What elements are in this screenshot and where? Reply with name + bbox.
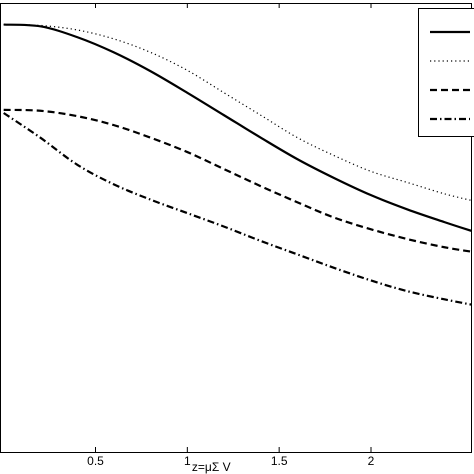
legend-box [418, 8, 474, 137]
x-axis-label: z=μΣ V [192, 460, 231, 474]
x-tick-label: 1 [184, 454, 191, 468]
x-ticks: 0.5 1 1.5 2 [87, 3, 375, 468]
x-tick-label: 0.5 [87, 454, 104, 468]
series-line-1-solid [3, 23, 472, 233]
series-line-2-dotted [3, 23, 472, 202]
series-line-4-dashdot [3, 112, 472, 306]
series-line-3-dashed [3, 108, 472, 253]
x-tick-label: 1.5 [271, 454, 288, 468]
series-layer [3, 23, 472, 306]
plot-frame [0, 3, 472, 453]
x-tick-label: 2 [368, 454, 375, 468]
legend [418, 8, 474, 137]
